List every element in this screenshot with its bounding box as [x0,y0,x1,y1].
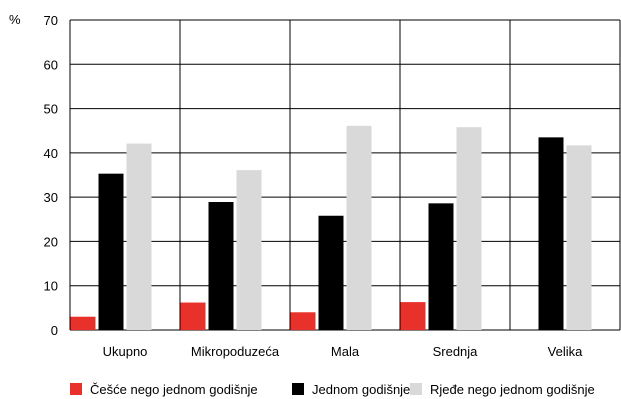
legend-label: Rjeđe nego jednom godišnje [430,382,595,397]
category-label: Srednja [433,344,479,359]
legend-swatch [292,383,304,395]
y-unit-label: % [9,12,21,27]
category-label: Mikropoduzeća [191,344,280,359]
bar [98,173,124,330]
y-tick-label: 70 [44,13,58,28]
bar [456,127,482,331]
category-label: Ukupno [103,344,148,359]
y-tick-label: 10 [44,279,58,294]
bars [70,125,592,331]
legend-label: Jednom godišnje [312,382,410,397]
y-tick-label: 60 [44,57,58,72]
bar [566,145,592,330]
bar [126,143,152,330]
y-tick-label: 20 [44,234,58,249]
bar [290,312,316,330]
bar [538,137,564,330]
y-tick-labels: 0 10 20 30 40 50 60 70 [44,13,58,338]
legend-swatch [410,383,422,395]
bar [208,202,234,330]
legend-swatch [70,383,82,395]
category-label: Velika [548,344,583,359]
y-tick-label: 0 [51,323,58,338]
y-tick-label: 30 [44,190,58,205]
y-tick-label: 50 [44,102,58,117]
grid [69,19,621,331]
category-labels: Ukupno Mikropoduzeća Mala Srednja Velika [103,344,584,359]
bar [318,215,344,330]
legend-label: Češće nego jednom godišnje [90,382,258,397]
y-tick-label: 40 [44,146,58,161]
bar [70,316,96,330]
category-label: Mala [331,344,360,359]
legend: Češće nego jednom godišnje Jednom godišnj… [70,382,595,397]
bar [346,125,372,330]
bar [428,203,454,330]
bar [180,302,206,330]
bar [400,302,426,330]
bar [236,170,262,330]
